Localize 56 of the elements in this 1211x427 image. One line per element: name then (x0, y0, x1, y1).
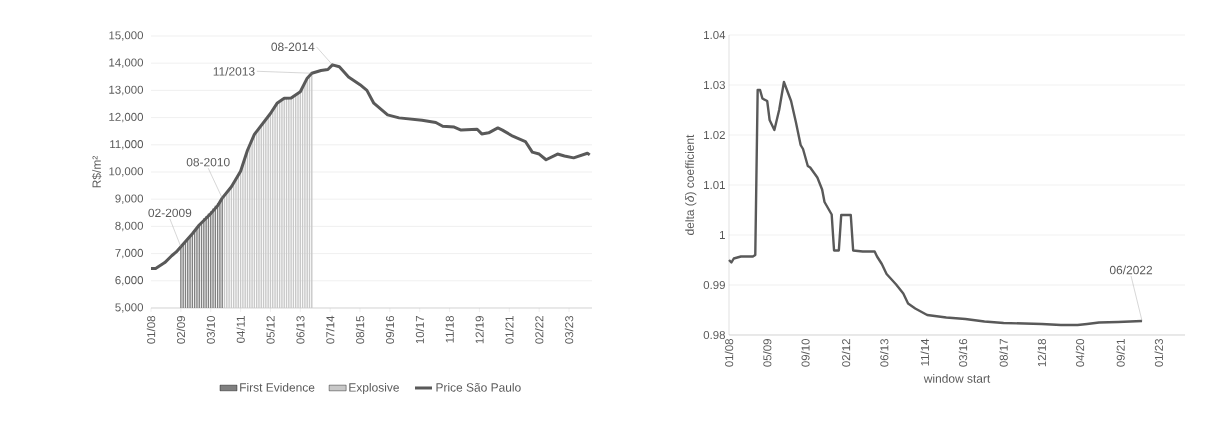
x-tick-label: 04/20 (1075, 338, 1085, 367)
x-tick-label: 12/19 (475, 316, 484, 344)
y-tick-label: 10,000 (109, 167, 144, 177)
x-tick-label: 02/12 (841, 339, 851, 367)
x-tick-label: 09/10 (801, 338, 810, 367)
y-tick-label: 6,000 (115, 276, 144, 286)
y-tick-label: 12,000 (109, 112, 144, 123)
y-tick-label: 9,000 (115, 194, 144, 204)
x-tick-label: 06/13 (296, 316, 305, 344)
x-axis-title: window start (923, 374, 991, 383)
x-tick-label: 03/23 (564, 316, 574, 344)
annotation: 08-2010 (186, 157, 230, 167)
x-tick-label: 03/16 (958, 339, 968, 367)
x-tick-label: 05/09 (763, 339, 772, 367)
legend-label: Price São Paulo (436, 382, 521, 392)
y-tick-label: 13,000 (109, 85, 144, 96)
y-tick-label: 1.02 (704, 130, 725, 140)
y-tick-label: 5,000 (115, 303, 144, 313)
annotation: 02-2009 (148, 208, 192, 218)
x-tick-label: 10/17 (415, 316, 424, 344)
y-tick-label: 0.99 (703, 280, 725, 290)
legend-label: First Evidence (240, 382, 315, 392)
x-tick-label: 11/14 (920, 338, 929, 366)
x-tick-label: 02/09 (176, 316, 186, 344)
x-tick-label: 01/08 (146, 316, 156, 344)
annotation: 11/2013 (213, 66, 255, 76)
y-tick-label: 7,000 (115, 248, 144, 259)
y-tick-label: 1.04 (704, 30, 726, 40)
y-tick-label: 11,000 (110, 140, 144, 150)
x-tick-label: 01/08 (724, 339, 734, 367)
y-tick-label: 0.98 (703, 330, 725, 340)
y-tick-label: 1.01 (704, 180, 725, 190)
x-tick-label: 01/23 (1154, 339, 1163, 367)
x-tick-label: 08/15 (355, 316, 365, 344)
x-tick-label: 04/11 (236, 316, 245, 343)
y-tick-label: 14,000 (109, 58, 144, 68)
x-tick-label: 06/13 (880, 339, 889, 367)
legend-label: Explosive (349, 382, 399, 395)
x-tick-label: 09/16 (385, 316, 395, 344)
annotation: 06/2022 (1109, 265, 1153, 275)
y-axis-title: delta (δ) coefficient (685, 134, 697, 235)
x-tick-label: 09/21 (1116, 339, 1125, 367)
y-tick-label: 1 (720, 231, 725, 239)
y-tick-label: 8,000 (115, 221, 144, 232)
x-tick-label: 11/18 (445, 316, 454, 343)
x-tick-label: 01/21 (505, 316, 514, 344)
x-tick-label: 12/18 (1037, 339, 1046, 367)
x-tick-label: 07/14 (325, 315, 335, 344)
annotation: 08-2014 (271, 42, 315, 52)
x-tick-label: 08/17 (999, 339, 1008, 367)
y-tick-label: 1.03 (704, 80, 725, 90)
x-tick-label: 03/10 (206, 315, 215, 344)
x-tick-label: 05/12 (266, 316, 275, 344)
y-tick-label: 15,000 (109, 31, 144, 41)
x-tick-label: 02/22 (534, 316, 544, 344)
y-axis-title: R$/m² (91, 155, 102, 188)
